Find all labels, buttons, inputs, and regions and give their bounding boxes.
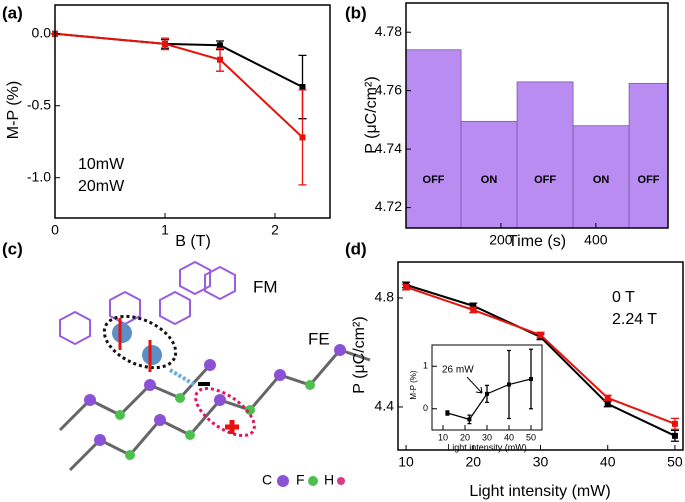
- x-tick-label: 1: [161, 221, 169, 237]
- annotation: 26 mW: [442, 365, 474, 376]
- marker: [299, 134, 306, 141]
- frame: [405, 2, 669, 229]
- label: FM: [253, 277, 278, 296]
- marker: [470, 306, 477, 313]
- y-axis-label: M-P (%): [409, 370, 418, 400]
- bar: [516, 81, 574, 229]
- x-tick-label: 50: [526, 432, 536, 442]
- x-tick-label: 20: [465, 453, 481, 469]
- marker: [445, 411, 450, 415]
- marker: [604, 400, 611, 407]
- y-axis-label: M-P (%): [5, 81, 22, 139]
- bar-label: OFF: [423, 174, 445, 186]
- panel-label: (b): [345, 3, 367, 22]
- x-tick-label: 10: [438, 432, 448, 442]
- panel-label: (a): [2, 3, 23, 22]
- y-tick-label: 1: [423, 361, 428, 371]
- y-tick-label: -0.5: [27, 96, 51, 112]
- bar: [628, 82, 669, 229]
- label: FE: [308, 329, 330, 348]
- x-axis-label: Time (s): [508, 233, 566, 250]
- y-tick-label: 0: [423, 403, 428, 413]
- y-tick-label: -1.0: [27, 168, 51, 184]
- annotation-arrow: [466, 376, 483, 394]
- bar-label: ON: [593, 174, 610, 186]
- x-tick-label: 10: [398, 453, 414, 469]
- x-tick-label: 30: [533, 453, 549, 469]
- marker: [217, 42, 223, 49]
- y-tick-label: 4.74: [375, 140, 402, 156]
- legend-label: 10mW: [78, 156, 125, 173]
- legend-label: C: [262, 472, 272, 488]
- panel: 10 20 30 40 50 0 1 Light intensity (mW) M-P (%) 2…: [409, 344, 543, 452]
- y-tick-label: 4.76: [375, 81, 402, 97]
- y-tick-label: 0.0: [32, 24, 52, 40]
- legend-label: H: [324, 472, 334, 488]
- legend-label: F: [296, 472, 305, 488]
- legend-label: 0 T: [612, 289, 635, 306]
- line: [54, 32, 304, 139]
- panel-label: (c): [2, 239, 23, 258]
- marker: [604, 394, 611, 401]
- x-axis-label: B (T): [175, 233, 211, 250]
- bar: [405, 49, 462, 229]
- marker: [529, 377, 533, 381]
- marker: [403, 284, 410, 291]
- x-tick-label: 0: [51, 221, 59, 237]
- marker: [507, 382, 511, 387]
- y-tick-label: 4.72: [375, 198, 402, 214]
- marker: [162, 40, 168, 47]
- x-tick-label: 400: [584, 231, 608, 247]
- x-tick-label: 20: [460, 432, 470, 442]
- bar-label: OFF: [638, 174, 660, 186]
- marker: [485, 391, 489, 396]
- x-axis-label: Light intensity (mW): [447, 442, 527, 452]
- marker: [671, 420, 678, 427]
- marker: [470, 302, 477, 309]
- legend-label: 20mW: [78, 178, 125, 195]
- panel: 10mW 20mW 0 1 2 0.0 -0.5 -1.0 B (T) M-P (%) (a): [2, 3, 331, 250]
- marker: [217, 56, 223, 63]
- x-tick-label: 40: [600, 453, 616, 469]
- bar-label: ON: [481, 174, 498, 186]
- x-tick-label: 2: [271, 221, 279, 237]
- marker: [299, 84, 306, 91]
- bar: [460, 120, 518, 229]
- y-tick-label: 4.78: [375, 23, 402, 39]
- y-tick-label: 4.8: [375, 289, 395, 305]
- x-tick-label: 30: [482, 432, 492, 442]
- x-tick-label: 40: [504, 432, 514, 442]
- illustration: FM FE C F H (c): [2, 239, 371, 488]
- x-axis-label: Light intensity (mW): [469, 483, 610, 500]
- panel-label: (d): [345, 239, 367, 258]
- x-tick-label: 200: [489, 231, 513, 247]
- marker: [537, 332, 544, 339]
- line: [54, 32, 303, 88]
- legend-label: 2.24 T: [612, 311, 657, 328]
- bar-label: OFF: [534, 174, 556, 186]
- marker: [671, 432, 678, 439]
- y-axis-label: P (μC/cm²): [351, 316, 368, 393]
- x-tick-label: 50: [667, 453, 683, 469]
- frame: [54, 4, 331, 219]
- marker: [467, 417, 472, 422]
- y-tick-label: 4.4: [375, 398, 395, 414]
- panel: OFF ON OFF ON OFF 200 400 4.72 4.74 4.76 4.78 Time …: [345, 2, 669, 250]
- y-axis-label: P (μC/cm²): [363, 76, 380, 153]
